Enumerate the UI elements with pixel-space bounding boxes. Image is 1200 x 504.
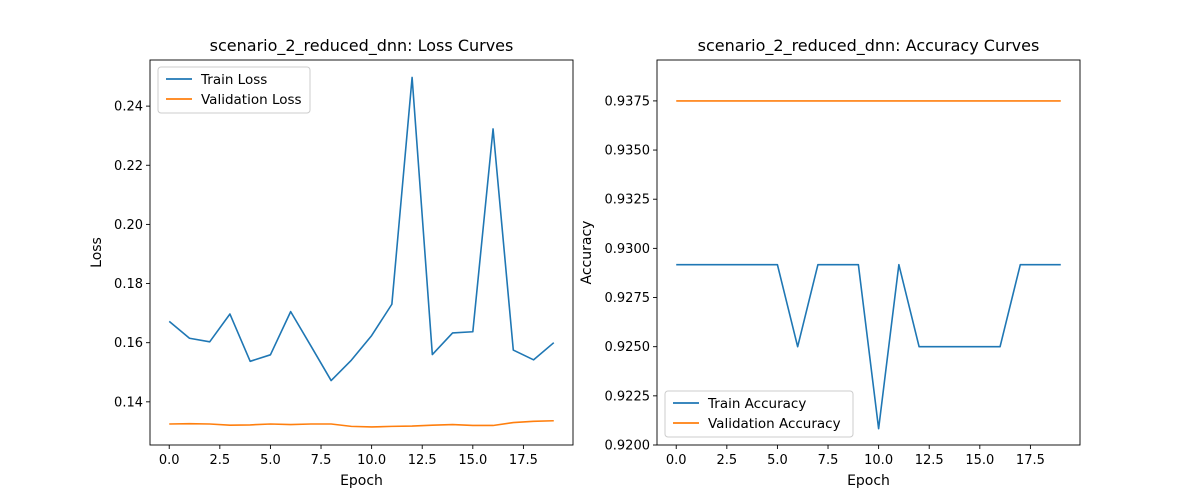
chart1-ytick-label: 0.16 (114, 336, 143, 351)
chart2: scenario_2_reduced_dnn: Accuracy Curves 0… (579, 36, 1081, 489)
chart2-ytick-label: 0.9350 (605, 144, 651, 159)
chart1: scenario_2_reduced_dnn: Loss Curves 0.0 2.… (89, 36, 574, 489)
chart2-legend-label: Validation Accuracy (708, 416, 841, 432)
chart2-xtick-label: 17.5 (1016, 453, 1045, 468)
chart2-xtick-label: 0.0 (666, 453, 687, 468)
chart2-xtick-label: 5.0 (767, 453, 788, 468)
chart2-xtick-label: 2.5 (716, 453, 737, 468)
chart1-series-validation-line (169, 419, 554, 428)
chart1-legend-label: Train Loss (200, 72, 267, 88)
chart1-xtick-label: 17.5 (509, 453, 538, 468)
chart1-ytick-label: 0.18 (114, 277, 143, 292)
chart1-ytick-label: 0.24 (114, 100, 143, 115)
chart2-ytick-label: 0.9300 (605, 242, 651, 257)
chart2-xlabel: Epoch (847, 473, 890, 489)
chart1-xtick-label: 5.0 (260, 453, 281, 468)
chart2-ytick-label: 0.9325 (605, 193, 651, 208)
chart1-ytick-label: 0.22 (114, 159, 143, 174)
chart1-legend: Train Loss Validation Loss (157, 66, 311, 114)
chart2-ytick-label: 0.9225 (605, 389, 651, 404)
chart1-ylabel: Loss (89, 237, 105, 268)
chart1-xtick-label: 15.0 (458, 453, 487, 468)
chart2-xtick-label: 15.0 (965, 453, 994, 468)
chart2-legend: Train Accuracy Validation Accuracy (664, 390, 854, 438)
chart1-xtick-label: 0.0 (159, 453, 180, 468)
chart1-xtick-label: 12.5 (408, 453, 437, 468)
chart1-xtick-label: 10.0 (357, 453, 386, 468)
chart2-title: scenario_2_reduced_dnn: Accuracy Curves (698, 36, 1040, 56)
chart1-title: scenario_2_reduced_dnn: Loss Curves (210, 36, 514, 56)
chart1-series-train-line (168, 76, 555, 382)
chart2-ytick-label: 0.9275 (605, 291, 651, 306)
chart1-legend-label: Validation Loss (201, 92, 302, 108)
chart1-ytick-label: 0.20 (114, 218, 143, 233)
chart1-xtick-label: 7.5 (311, 453, 332, 468)
chart2-ytick-label: 0.9375 (605, 94, 651, 109)
chart1-ytick-label: 0.14 (114, 395, 143, 410)
chart2-ylabel: Accuracy (579, 221, 595, 285)
chart2-xtick-label: 12.5 (915, 453, 944, 468)
chart1-axes-frame (149, 59, 574, 446)
chart2-xtick-label: 7.5 (818, 453, 839, 468)
chart2-ytick-label: 0.9200 (605, 439, 651, 454)
chart2-legend-label: Train Accuracy (707, 396, 806, 412)
chart2-legend-box (664, 390, 854, 438)
chart2-series-train-line (676, 263, 1061, 430)
chart1-xlabel: Epoch (340, 473, 383, 489)
chart1-xtick-label: 2.5 (209, 453, 230, 468)
chart2-axes-frame (656, 59, 1081, 446)
chart2-xtick-label: 10.0 (864, 453, 893, 468)
chart2-ytick-label: 0.9250 (605, 340, 651, 355)
chart1-legend-box (157, 66, 311, 114)
